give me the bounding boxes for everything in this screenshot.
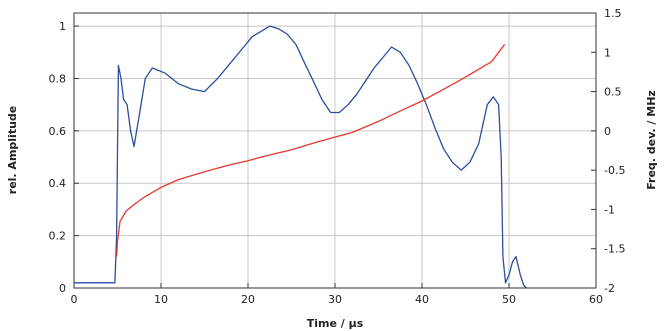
y2-tick-label: -0.5: [604, 164, 625, 177]
y2-axis-title: Freq. dev. / MHz: [645, 90, 658, 190]
x-axis-title: Time / µs: [307, 317, 364, 330]
y2-tick-label: 0: [604, 125, 611, 138]
x-tick-label: 30: [328, 293, 342, 306]
y2-tick-label: -2: [604, 282, 615, 295]
x-tick-label: 50: [502, 293, 516, 306]
y-tick-label: 0.8: [49, 72, 67, 85]
y2-tick-label: 1: [604, 46, 611, 59]
series-layer: [73, 25, 527, 289]
y2-tick-label: 1.5: [604, 7, 622, 20]
y2-tick-label: -1.5: [604, 243, 625, 256]
y2-tick-label: 0.5: [604, 86, 622, 99]
y-tick-label: 0: [59, 282, 66, 295]
freq-deviation-line: [115, 44, 506, 257]
y2-tick-label: -1: [604, 203, 615, 216]
y-tick-label: 0.6: [49, 125, 67, 138]
y-tick-label: 1: [59, 20, 66, 33]
x-tick-label: 40: [415, 293, 429, 306]
x-tick-label: 20: [241, 293, 255, 306]
x-tick-labels: 0 10 20 30 40 50 60: [71, 283, 603, 306]
x-tick-label: 0: [71, 293, 78, 306]
y-tick-label: 0.2: [49, 230, 67, 243]
x-tick-label: 60: [589, 293, 603, 306]
y2-tick-labels: -2 -1.5 -1 -0.5 0 0.5 1 1.5: [591, 7, 625, 295]
y-tick-label: 0.4: [49, 177, 67, 190]
amplitude-line: [74, 25, 527, 289]
x-tick-label: 10: [154, 293, 168, 306]
y-tick-labels: 0 0.2 0.4 0.6 0.8 1: [49, 20, 79, 295]
y-axis-title: rel. Amplitude: [6, 106, 19, 194]
